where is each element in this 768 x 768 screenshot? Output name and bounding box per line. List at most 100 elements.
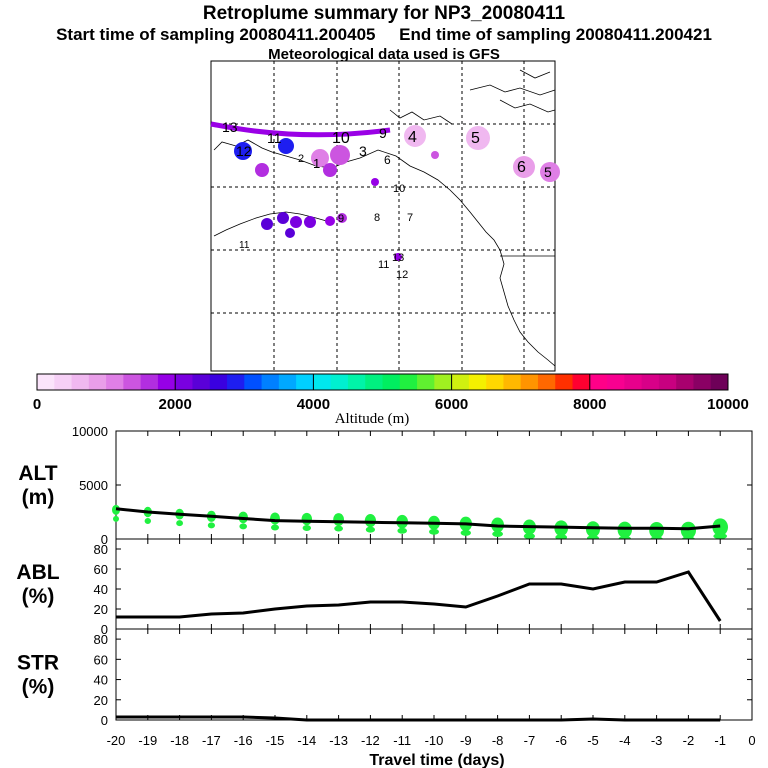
- colorbar-cell: [658, 374, 677, 390]
- colorbar-tick-label: 0: [33, 396, 41, 413]
- colorbar-cell: [106, 374, 124, 390]
- colorbar-ticks: 0 2000 4000 6000 8000 10000: [33, 374, 749, 413]
- x-tick-label: -8: [492, 733, 504, 748]
- colorbar-cell: [365, 374, 383, 390]
- altitude-blob: [365, 526, 375, 533]
- colorbar-cell: [468, 374, 487, 390]
- plume-marker: [325, 216, 335, 226]
- panel-label-top: ALT: [18, 462, 57, 485]
- colorbar-cell: [589, 374, 608, 390]
- colorbar-frame: [36, 373, 729, 391]
- colorbar-cell: [607, 374, 625, 390]
- map-point-labels: 13 12 11 10 9 3 4 5 6 5 6 2 1 10 8 7 11 …: [222, 119, 552, 281]
- map-label: 6: [384, 153, 391, 167]
- plume-marker: [431, 151, 439, 159]
- colorbar-cell: [676, 374, 694, 390]
- colorbar-tick-label: 6000: [435, 396, 468, 413]
- panel-alt: 10000 5000 0 ALT(m): [18, 424, 753, 547]
- series-line-str: [116, 715, 721, 722]
- y-tick-label: 80: [94, 542, 108, 557]
- altitude-blob: [429, 528, 439, 535]
- plume-marker: [277, 212, 289, 224]
- colorbar-cell: [399, 374, 418, 390]
- map-label: 12: [396, 269, 408, 281]
- trajectory-path: [210, 121, 391, 138]
- colorbar-cell: [37, 374, 55, 390]
- map-label: 12: [236, 143, 252, 159]
- chart-title: Retroplume summary for NP3_20080411: [202, 3, 566, 24]
- x-tick-label: -3: [651, 733, 663, 748]
- x-tick-label: -9: [460, 733, 472, 748]
- colorbar-tick-label: 2000: [159, 396, 192, 413]
- colorbar-cell: [278, 374, 297, 390]
- plume-marker: [371, 178, 379, 186]
- map-gridlines: [211, 61, 555, 371]
- colorbar-tick-label: 10000: [707, 396, 749, 413]
- x-tick-label: 0: [748, 733, 755, 748]
- altitude-blob: [239, 523, 247, 530]
- end-time-label: End time of sampling 20080411.200421: [399, 25, 712, 44]
- y-tick-label: 40: [94, 582, 108, 597]
- map-label: 5: [471, 130, 480, 147]
- y-tick-label: 20: [94, 602, 108, 617]
- altitude-blob: [523, 533, 536, 540]
- x-tick-label: -17: [202, 733, 221, 748]
- colorbar-cell: [624, 374, 643, 390]
- map-label: 10: [332, 130, 350, 147]
- plume-marker: [394, 253, 402, 261]
- y-tick-label: 5000: [79, 478, 108, 493]
- map-label: 11: [378, 259, 389, 271]
- colorbar-cell: [503, 374, 522, 390]
- plume-marker: [513, 156, 535, 178]
- plume-marker: [278, 138, 294, 154]
- colorbar-cell: [710, 374, 729, 390]
- x-tick-label: -6: [555, 733, 567, 748]
- x-tick-label: -19: [138, 733, 157, 748]
- x-tick-label: -18: [170, 733, 189, 748]
- colorbar-label: Altitude (m): [335, 411, 410, 427]
- x-tick-label: -7: [524, 733, 536, 748]
- altitude-blob: [207, 522, 215, 529]
- panel-str: 80 60 40 20 0 STR(%): [17, 628, 753, 728]
- altitude-blob: [144, 518, 151, 524]
- altitude-blob: [492, 530, 503, 537]
- plume-marker: [285, 228, 295, 238]
- altitude-blob: [176, 520, 184, 527]
- colorbar-cell: [192, 374, 211, 390]
- colorbar-cell: [382, 374, 401, 390]
- altitude-blob: [713, 533, 727, 540]
- series-line-alt: [115, 507, 721, 531]
- x-tick-label: -14: [297, 733, 316, 748]
- y-tick-label: 20: [94, 693, 108, 708]
- altitude-blob: [680, 521, 697, 539]
- plume-marker: [323, 163, 337, 177]
- altitude-blob: [364, 514, 376, 528]
- plume-marker: [255, 163, 269, 177]
- altitude-blob: [649, 521, 664, 539]
- map-label: 13: [222, 119, 238, 135]
- x-tick-label: -2: [683, 733, 695, 748]
- panel-label-bottom: (m): [22, 486, 55, 509]
- series-line-abl: [116, 570, 722, 622]
- map-label: 1: [313, 156, 320, 171]
- y-tick-label: 80: [94, 632, 108, 647]
- x-tick-label: -11: [393, 733, 411, 748]
- altitude-blob: [334, 525, 343, 532]
- plume-marker: [311, 149, 329, 167]
- plume-marker: [337, 213, 347, 223]
- map-label: 9: [338, 213, 344, 225]
- map-label: 10: [393, 183, 405, 195]
- x-tick-label: -10: [425, 733, 444, 748]
- colorbar-cell: [209, 374, 228, 390]
- colorbar-cell: [555, 374, 574, 390]
- x-tick-label: -16: [234, 733, 253, 748]
- map-label: 3: [359, 143, 367, 159]
- map-label: 13: [392, 252, 404, 264]
- colorbar-cells: [37, 374, 729, 390]
- colorbar-cell: [641, 374, 660, 390]
- y-tick-label: 0: [101, 622, 108, 637]
- y-tick-label: 60: [94, 652, 108, 667]
- colorbar-cell: [313, 374, 332, 390]
- colorbar-cell: [296, 374, 314, 390]
